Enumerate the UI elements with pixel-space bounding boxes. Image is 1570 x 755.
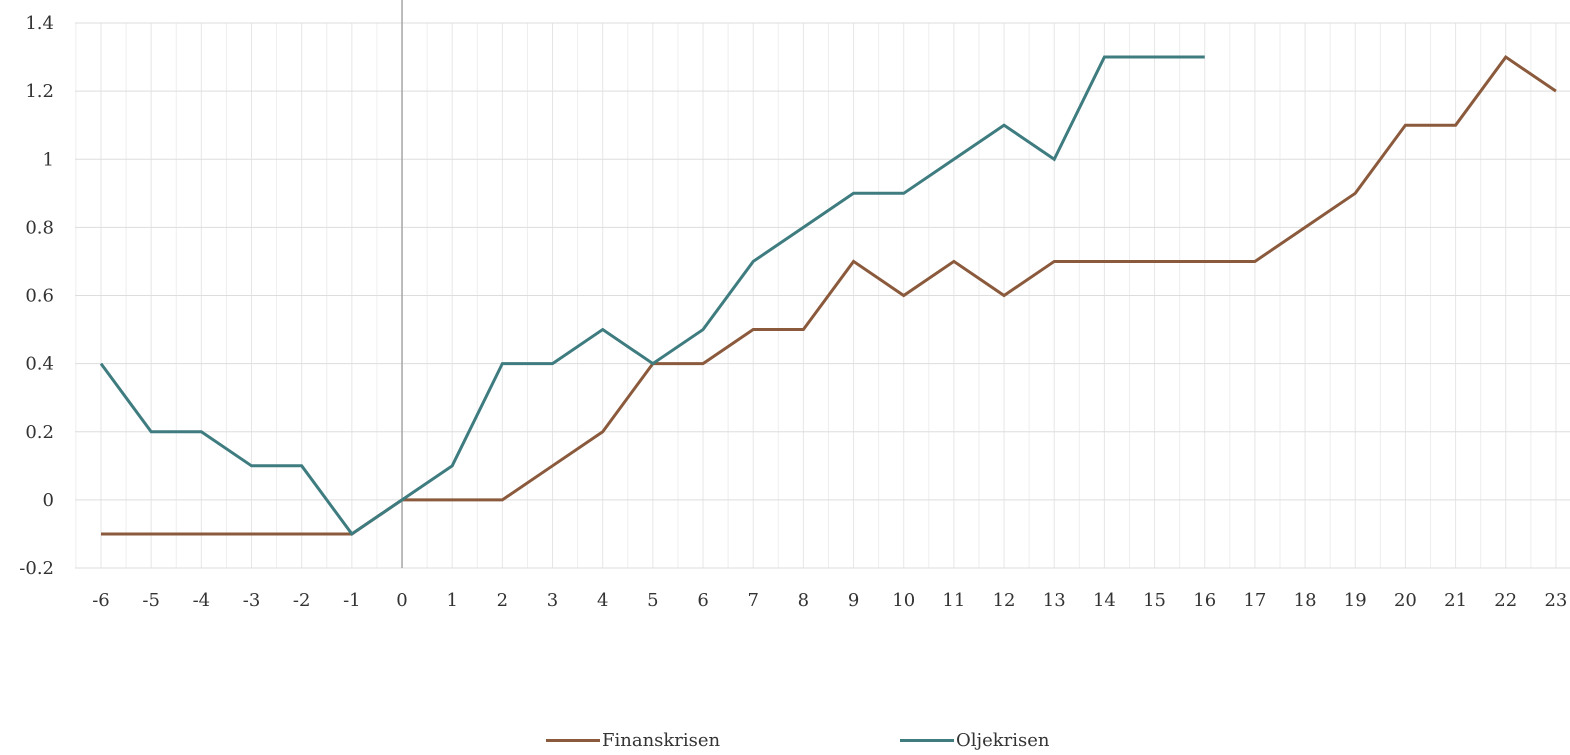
x-tick-label: 20 xyxy=(1394,590,1417,611)
x-tick-label: 19 xyxy=(1344,590,1367,611)
y-tick-label: 1.2 xyxy=(25,81,54,102)
x-tick-label: 4 xyxy=(597,590,608,611)
x-tick-label: 12 xyxy=(993,590,1016,611)
x-tick-label: 22 xyxy=(1494,590,1517,611)
y-tick-label: 1 xyxy=(43,149,54,170)
x-tick-label: 15 xyxy=(1143,590,1166,611)
x-tick-label: -3 xyxy=(243,590,261,611)
x-tick-label: 13 xyxy=(1043,590,1066,611)
x-tick-label: 23 xyxy=(1544,590,1567,611)
legend-label-oljekrisen: Oljekrisen xyxy=(956,730,1050,751)
gridlines xyxy=(75,22,1570,569)
x-tick-label: -4 xyxy=(193,590,211,611)
y-tick-label: 0 xyxy=(43,490,54,511)
x-tick-label: 2 xyxy=(497,590,508,611)
x-tick-label: 17 xyxy=(1243,590,1266,611)
y-tick-label: -0.2 xyxy=(19,558,54,579)
x-tick-label: -2 xyxy=(293,590,311,611)
series-lines xyxy=(99,55,1557,536)
y-tick-label: 0.6 xyxy=(25,286,54,307)
x-tick-label: 16 xyxy=(1193,590,1216,611)
y-tick-label: 0.8 xyxy=(25,217,54,238)
x-tick-label: -6 xyxy=(92,590,110,611)
x-tick-label: 10 xyxy=(892,590,915,611)
y-tick-label: 0.2 xyxy=(25,422,54,443)
tick-labels: -0.200.20.40.60.811.21.4-6 -5 -4 -3 -2 -1 0 1 2 3… xyxy=(19,13,1567,611)
y-tick-label: 0.4 xyxy=(25,354,54,375)
legend: Finanskrisen Oljekrisen xyxy=(0,728,1570,755)
x-tick-label: 14 xyxy=(1093,590,1116,611)
x-tick-label: 1 xyxy=(446,590,457,611)
x-tick-label: 9 xyxy=(848,590,859,611)
x-tick-label: 18 xyxy=(1294,590,1317,611)
legend-label-finanskrisen: Finanskrisen xyxy=(602,730,721,751)
x-tick-label: 21 xyxy=(1444,590,1467,611)
x-tick-label: 3 xyxy=(547,590,558,611)
x-tick-label: -1 xyxy=(343,590,361,611)
legend-item-finanskrisen: Finanskrisen xyxy=(546,730,720,751)
legend-swatch-oljekrisen xyxy=(900,739,954,742)
x-tick-label: 0 xyxy=(396,590,407,611)
legend-item-oljekrisen: Oljekrisen xyxy=(900,730,1050,751)
legend-swatch-finanskrisen xyxy=(546,739,600,742)
x-tick-label: 11 xyxy=(942,590,965,611)
x-tick-label: 5 xyxy=(647,590,658,611)
series-line-finanskrisen xyxy=(101,55,1557,536)
x-tick-label: -5 xyxy=(142,590,160,611)
x-tick-label: 6 xyxy=(697,590,708,611)
x-tick-label: 7 xyxy=(747,590,758,611)
y-tick-label: 1.4 xyxy=(25,13,54,34)
x-tick-label: 8 xyxy=(798,590,809,611)
